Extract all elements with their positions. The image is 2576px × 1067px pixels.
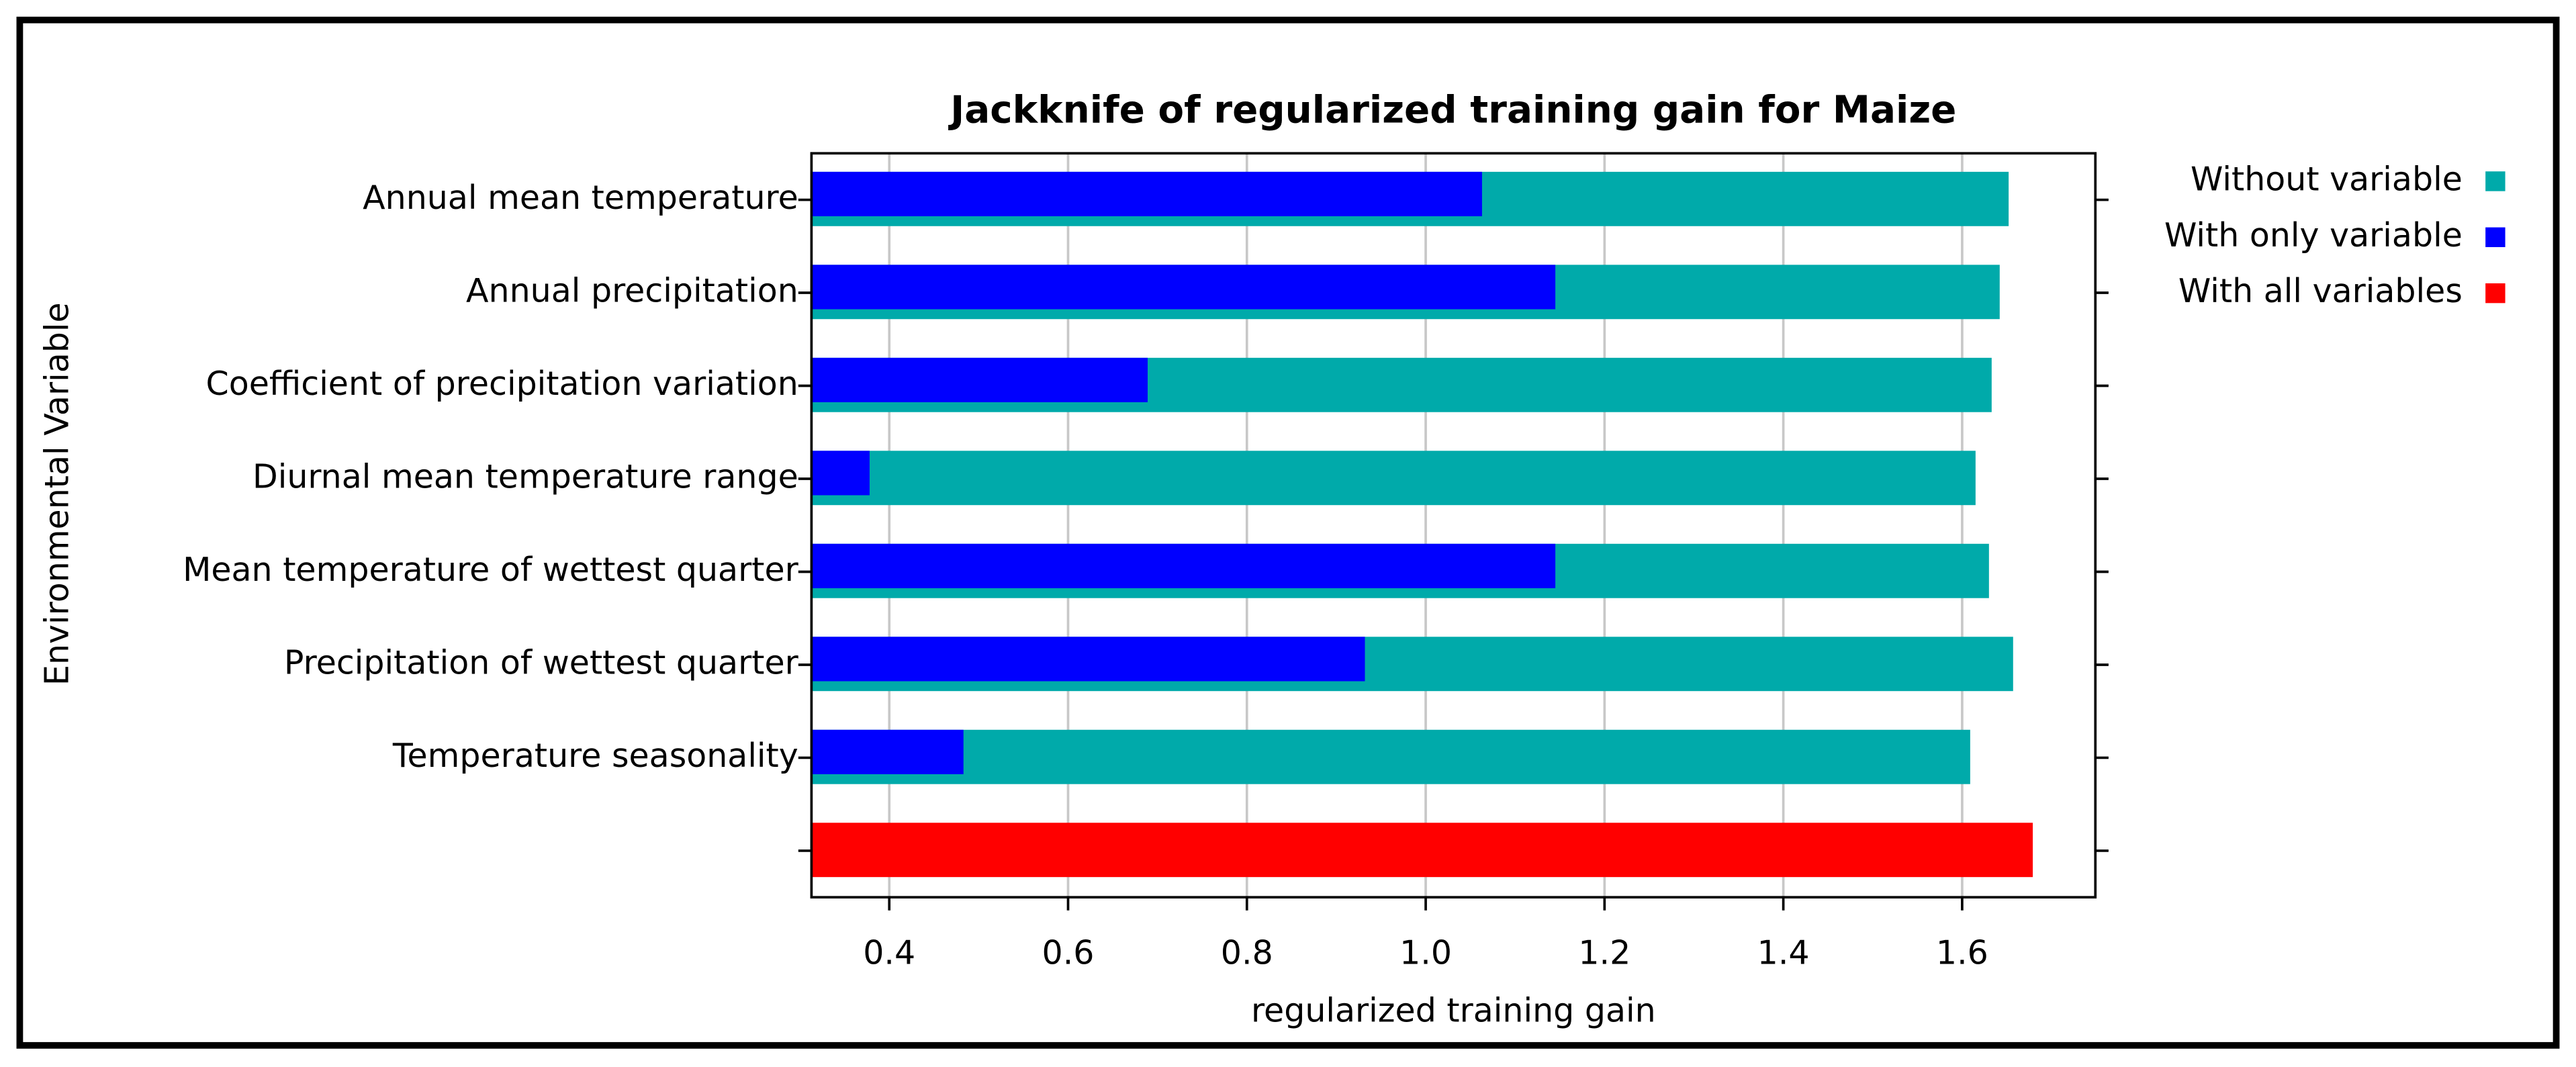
- bar: [811, 823, 2033, 878]
- x-tick-label: 0.8: [1221, 933, 1273, 972]
- bar: [811, 543, 1556, 588]
- legend-label: Without variable: [2191, 159, 2463, 198]
- x-tick-label: 1.0: [1399, 933, 1452, 972]
- y-axis-label: Environmental Variable: [38, 302, 77, 686]
- legend-swatch: [2485, 171, 2505, 191]
- bar: [811, 265, 1556, 310]
- x-tick-label: 1.4: [1757, 933, 1810, 972]
- x-tick-label: 1.2: [1578, 933, 1630, 972]
- legend-swatch: [2485, 283, 2505, 304]
- y-tick-label: Annual precipitation: [466, 271, 798, 310]
- bar: [811, 451, 870, 496]
- y-tick-label: Precipitation of wettest quarter: [284, 643, 799, 682]
- y-tick-label: Coefficient of precipitation variation: [205, 364, 798, 403]
- legend-swatch: [2485, 227, 2505, 248]
- y-tick-label: Temperature seasonality: [392, 736, 798, 775]
- chart-title: Jackknife of regularized training gain f…: [948, 89, 1956, 132]
- y-tick-label: Diurnal mean temperature range: [252, 457, 798, 496]
- x-tick-label: 0.4: [863, 933, 915, 972]
- y-tick-label: Annual mean temperature: [363, 178, 798, 217]
- bar: [811, 357, 1148, 403]
- plot-border: [810, 152, 2097, 899]
- legend-label: With only variable: [2164, 216, 2463, 254]
- bar: [811, 171, 1482, 217]
- bar: [811, 729, 964, 774]
- x-tick-label: 1.6: [1936, 933, 1988, 972]
- x-axis-label: regularized training gain: [1251, 990, 1656, 1029]
- x-tick-label: 0.6: [1042, 933, 1095, 972]
- legend-label: With all variables: [2178, 271, 2463, 310]
- y-tick-label: Mean temperature of wettest quarter: [183, 550, 799, 589]
- bar: [811, 451, 1976, 506]
- bar: [811, 729, 1970, 784]
- bar: [811, 637, 1365, 682]
